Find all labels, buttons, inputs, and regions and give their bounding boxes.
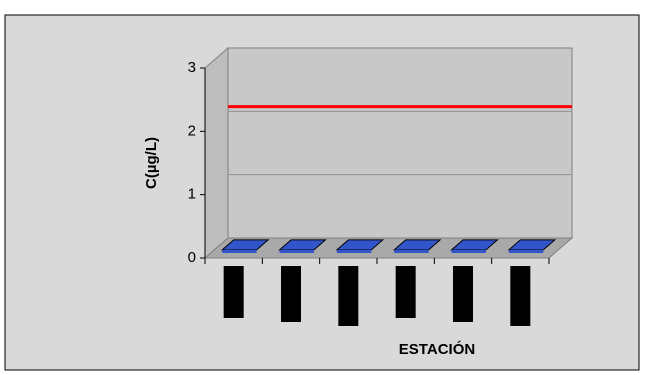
y-tick-label: 2 xyxy=(188,122,196,139)
back-wall xyxy=(227,47,573,239)
bar-front xyxy=(394,249,429,253)
x-tick-label-redacted xyxy=(281,266,301,322)
x-tick-label-redacted xyxy=(338,266,359,326)
bar-front xyxy=(451,249,486,253)
bar-front xyxy=(222,249,257,253)
bar-front xyxy=(279,249,314,253)
y-axis-label: C(µg/L) xyxy=(143,137,160,189)
bar-front xyxy=(336,249,372,253)
x-tick-label-redacted xyxy=(395,266,416,318)
x-tick-label-redacted xyxy=(510,266,531,326)
y-tick-label: 1 xyxy=(188,186,196,203)
y-tick-label: 0 xyxy=(188,249,196,266)
x-tick-label-redacted xyxy=(223,266,244,318)
x-axis-label: ESTACIÓN xyxy=(399,340,475,358)
bar-front xyxy=(508,249,544,253)
side-wall xyxy=(204,46,229,260)
x-tick-label-redacted xyxy=(453,266,473,322)
y-tick-label: 3 xyxy=(188,59,196,76)
